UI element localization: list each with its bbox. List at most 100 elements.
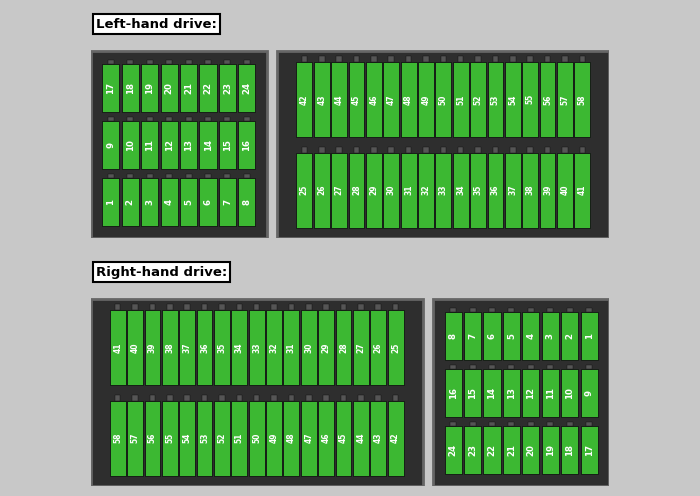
Bar [150, 304, 155, 310]
Bar [180, 64, 197, 112]
Text: 19: 19 [546, 444, 555, 456]
Bar [150, 394, 155, 401]
Text: 19: 19 [145, 82, 154, 94]
Text: 20: 20 [164, 82, 174, 94]
Bar [248, 401, 265, 476]
Text: 14: 14 [204, 139, 213, 151]
Bar [453, 62, 468, 137]
Bar [323, 394, 329, 401]
Bar [302, 146, 307, 153]
Text: 40: 40 [131, 342, 139, 353]
Bar [239, 121, 256, 169]
Bar [110, 310, 125, 385]
Bar [475, 56, 481, 62]
Bar [167, 304, 173, 310]
Bar [272, 304, 276, 310]
Text: 49: 49 [270, 433, 279, 443]
Bar [575, 153, 590, 228]
Bar [254, 394, 260, 401]
Bar [493, 146, 498, 153]
Bar [147, 174, 153, 178]
Text: 24: 24 [242, 82, 251, 94]
Bar [540, 62, 556, 137]
Text: 31: 31 [287, 342, 296, 353]
Text: 39: 39 [543, 185, 552, 195]
Bar [232, 401, 247, 476]
Bar [219, 394, 225, 401]
Bar [147, 60, 153, 64]
Text: 9: 9 [106, 142, 116, 148]
Bar [180, 121, 197, 169]
Bar [433, 300, 609, 486]
Bar [199, 64, 216, 112]
Text: 37: 37 [183, 342, 192, 353]
Bar [470, 153, 486, 228]
Bar [384, 153, 399, 228]
Bar [302, 56, 307, 62]
Bar [561, 426, 578, 474]
Text: 29: 29 [370, 185, 379, 195]
Bar [354, 56, 359, 62]
Bar [237, 394, 242, 401]
Bar [557, 62, 573, 137]
Text: 10: 10 [126, 139, 135, 151]
Bar [244, 60, 250, 64]
Bar [353, 401, 369, 476]
Text: 15: 15 [468, 387, 477, 399]
Bar [545, 56, 550, 62]
Bar [493, 56, 498, 62]
Bar [272, 394, 276, 401]
Text: 45: 45 [339, 433, 348, 443]
Bar [306, 304, 312, 310]
Bar [197, 401, 213, 476]
Bar [393, 394, 398, 401]
Bar [487, 62, 503, 137]
Bar [475, 146, 481, 153]
Bar [586, 422, 592, 426]
Text: 30: 30 [304, 342, 314, 353]
Text: 53: 53 [200, 433, 209, 443]
Text: 23: 23 [468, 444, 477, 456]
Bar [503, 312, 520, 360]
Bar [561, 369, 578, 417]
Bar [522, 369, 540, 417]
Bar [484, 312, 500, 360]
Bar [318, 401, 334, 476]
Text: 6: 6 [487, 333, 496, 339]
Text: Right-hand drive:: Right-hand drive: [96, 266, 228, 279]
Text: 37: 37 [508, 185, 517, 195]
Text: 27: 27 [356, 342, 365, 353]
Bar [336, 146, 342, 153]
Bar [127, 60, 133, 64]
Bar [239, 178, 256, 226]
Bar [567, 422, 573, 426]
Text: 11: 11 [145, 139, 154, 151]
Bar [484, 369, 500, 417]
Bar [102, 121, 120, 169]
Bar [450, 422, 456, 426]
Bar [144, 401, 160, 476]
Bar [400, 62, 416, 137]
Text: 45: 45 [352, 94, 361, 105]
Text: 2: 2 [565, 333, 574, 339]
Bar [144, 310, 160, 385]
Bar [389, 146, 394, 153]
Bar [219, 304, 225, 310]
Bar [288, 304, 294, 310]
Text: 7: 7 [223, 199, 232, 205]
Bar [225, 60, 230, 64]
Text: 13: 13 [507, 387, 516, 399]
Bar [508, 365, 514, 369]
Bar [297, 62, 312, 137]
Bar [331, 153, 347, 228]
Bar [166, 60, 172, 64]
Text: 2: 2 [126, 199, 135, 205]
Bar [160, 178, 178, 226]
Bar [205, 174, 211, 178]
Text: 50: 50 [439, 94, 448, 105]
Bar [562, 146, 568, 153]
Bar [384, 62, 399, 137]
Bar [244, 174, 250, 178]
Text: 17: 17 [584, 444, 594, 456]
Bar [508, 308, 514, 312]
